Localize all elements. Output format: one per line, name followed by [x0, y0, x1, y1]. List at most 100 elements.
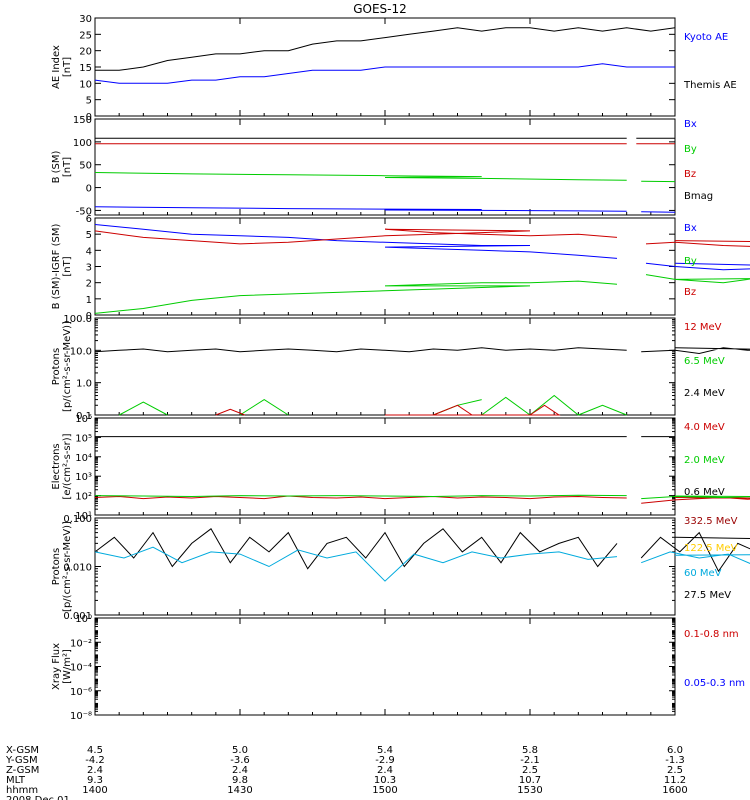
legend-entry: Themis AE	[683, 80, 737, 91]
x-tick-label: 1500	[372, 785, 397, 796]
y-tick-label: 100.0	[63, 314, 92, 325]
y-tick-label: 150	[73, 115, 92, 126]
legend-entry: 0.6 MeV	[684, 487, 725, 498]
series-line-bigrf-0	[94, 224, 750, 271]
x-tick-label: 10.7	[519, 775, 541, 786]
legend-entry: 2.0 MeV	[684, 455, 725, 466]
y-axis-label-line: [e/(cm²-s-sr)]	[62, 433, 73, 499]
legend-entry: By	[684, 144, 697, 155]
legend-entry: Bz	[684, 169, 696, 180]
legend-entry: 4.0 MeV	[684, 422, 725, 433]
y-axis-label-line: [p/(cm²-s-sr-MeV)]	[62, 321, 73, 412]
legend-entry: Bz	[684, 287, 696, 298]
y-tick-label: 1.0	[76, 379, 92, 390]
y-tick-label: 3	[86, 263, 92, 274]
y-tick-label: 4	[86, 246, 92, 257]
x-tick-label: -2.1	[520, 755, 540, 766]
x-tick-label: 6.0	[667, 745, 683, 756]
series-line-bfield-2	[94, 172, 676, 183]
x-tick-label: 2.5	[522, 765, 538, 776]
y-axis-label-line: B (SM)	[51, 150, 62, 183]
y-tick-label: 6	[86, 214, 92, 225]
series-line-protons1-0	[94, 347, 750, 355]
panel-protons1: 0.11.010.0100.0Protons[p/(cm²-s-sr-MeV)]…	[51, 314, 750, 422]
y-tick-label: 5	[86, 96, 92, 107]
y-axis-label: Xray Flux[W/m²]	[51, 643, 73, 690]
x-row-label: MLT	[6, 775, 26, 786]
y-tick-label: 100	[73, 138, 92, 149]
y-tick-label: 20	[79, 47, 92, 58]
panel-frame-bfield	[94, 118, 676, 216]
legend-entry: 0.1-0.8 nm	[684, 629, 739, 640]
x-tick-label: -2.9	[375, 755, 395, 766]
y-axis-label-line: Electrons	[51, 443, 62, 489]
series-line-bigrf-1	[94, 228, 750, 247]
legend-entry: 0.05-0.3 nm	[684, 678, 745, 689]
x-tick-label: 4.5	[87, 745, 103, 756]
x-tick-label: 10.3	[374, 775, 396, 786]
y-axis-label-line: [nT]	[62, 157, 73, 177]
panel-electrons: 10¹10²10³10⁴10⁵10⁶Electrons[e/(cm²-s-sr)…	[51, 414, 750, 522]
x-tick-label: 9.8	[232, 775, 248, 786]
series-line-bfield-3	[94, 206, 676, 213]
legend-entry: Bx	[684, 119, 697, 130]
y-axis-label-line: Protons	[51, 548, 62, 585]
y-tick-label: 0.010	[63, 563, 92, 574]
panel-frame-xray	[94, 617, 676, 716]
x-tick-label: -3.6	[230, 755, 250, 766]
y-tick-label: 10³	[75, 472, 92, 483]
x-tick-label: 9.3	[87, 775, 103, 786]
panel-protons2: 0.0010.0100.100Protons[p/(cm²-s-sr-MeV)]…	[51, 514, 750, 622]
legend-entry: Bmag	[684, 191, 713, 202]
y-tick-label: 10⁵	[75, 433, 92, 444]
series-line-protons1-1	[118, 394, 627, 416]
y-tick-label: 10⁻²	[70, 638, 92, 649]
x-tick-label: 1600	[662, 785, 687, 796]
legend-entry: 12 MeV	[684, 322, 722, 333]
x-tick-label: 1400	[82, 785, 107, 796]
x-tick-label: 11.2	[664, 775, 686, 786]
y-tick-label: 10⁻⁸	[70, 711, 92, 722]
series-line-bigrf-2	[94, 274, 750, 314]
y-axis-label-line: AE Index	[51, 45, 62, 89]
x-tick-label: 1430	[227, 785, 252, 796]
y-tick-label: 10.0	[70, 346, 92, 357]
y-tick-label: 10	[79, 79, 92, 90]
x-tick-label: -1.3	[665, 755, 685, 766]
panel-frame-protons1	[94, 317, 676, 416]
y-axis-label-line: [p/(cm²-s-sr-MeV)]	[62, 521, 73, 612]
y-axis-label: Protons[p/(cm²-s-sr-MeV)]	[51, 521, 73, 612]
y-tick-label: 50	[79, 161, 92, 172]
y-axis-label: B (SM)[nT]	[51, 150, 73, 183]
y-axis-label-line: Protons	[51, 348, 62, 385]
series-line-protons2-1	[94, 546, 750, 582]
y-tick-label: 1	[86, 295, 92, 306]
legend-entry: 27.5 MeV	[684, 590, 731, 601]
x-row-label: hhmm	[6, 785, 38, 796]
panel-bfield: -50 0 50 100 150 B (SM)[nT] Bx By Bz Bmag	[51, 115, 713, 217]
y-tick-label: 10⁴	[75, 453, 92, 464]
y-axis-label: Protons[p/(cm²-s-sr-MeV)]	[51, 321, 73, 412]
legend-entry: 2.4 MeV	[684, 388, 725, 399]
x-row-label: Z-GSM	[6, 765, 39, 776]
legend-entry: 122.5 MeV	[684, 543, 738, 554]
panel-frame-electrons	[94, 417, 676, 516]
y-tick-label: 10²	[75, 492, 92, 503]
panel-xray: 10⁻⁸ 10⁻⁶ 10⁻⁴ 10⁻² 10⁰ Xray Flux[W/m²] 0.1-0.…	[51, 614, 745, 722]
y-tick-label: 0.1	[76, 411, 92, 422]
x-tick-label: 5.8	[522, 745, 538, 756]
y-axis-label-line: B (SM)-IGRF (SM)	[51, 224, 62, 310]
y-tick-label: 0	[86, 112, 92, 123]
y-axis-label-line: [W/m²]	[62, 649, 73, 684]
y-tick-label: 30	[79, 14, 92, 25]
y-tick-label: 10⁶	[75, 414, 92, 425]
series-line-ae-1	[94, 63, 675, 84]
y-tick-label: 0.001	[63, 611, 92, 622]
series-line-electrons-2	[94, 494, 750, 500]
y-axis-label-line: Xray Flux	[51, 643, 62, 690]
legend-entry: 6.5 MeV	[684, 356, 725, 367]
legend-entry: Bx	[684, 223, 697, 234]
x-row-label: X-GSM	[6, 745, 39, 756]
